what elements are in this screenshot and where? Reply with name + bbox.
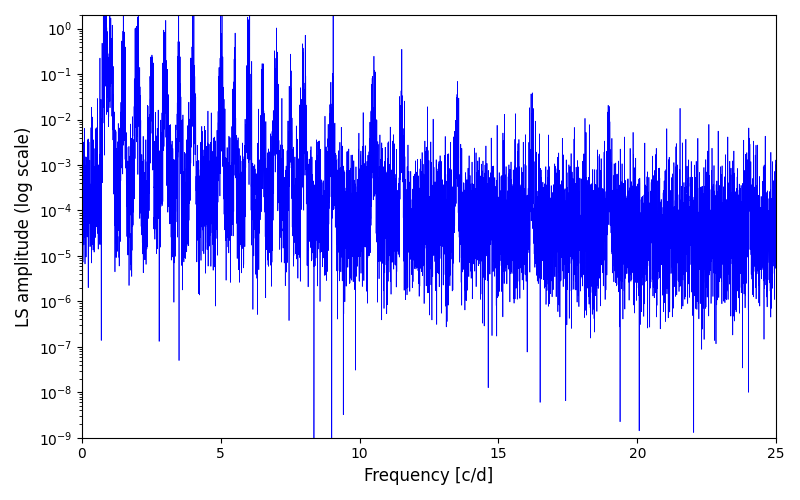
Y-axis label: LS amplitude (log scale): LS amplitude (log scale): [15, 126, 33, 326]
X-axis label: Frequency [c/d]: Frequency [c/d]: [364, 467, 494, 485]
